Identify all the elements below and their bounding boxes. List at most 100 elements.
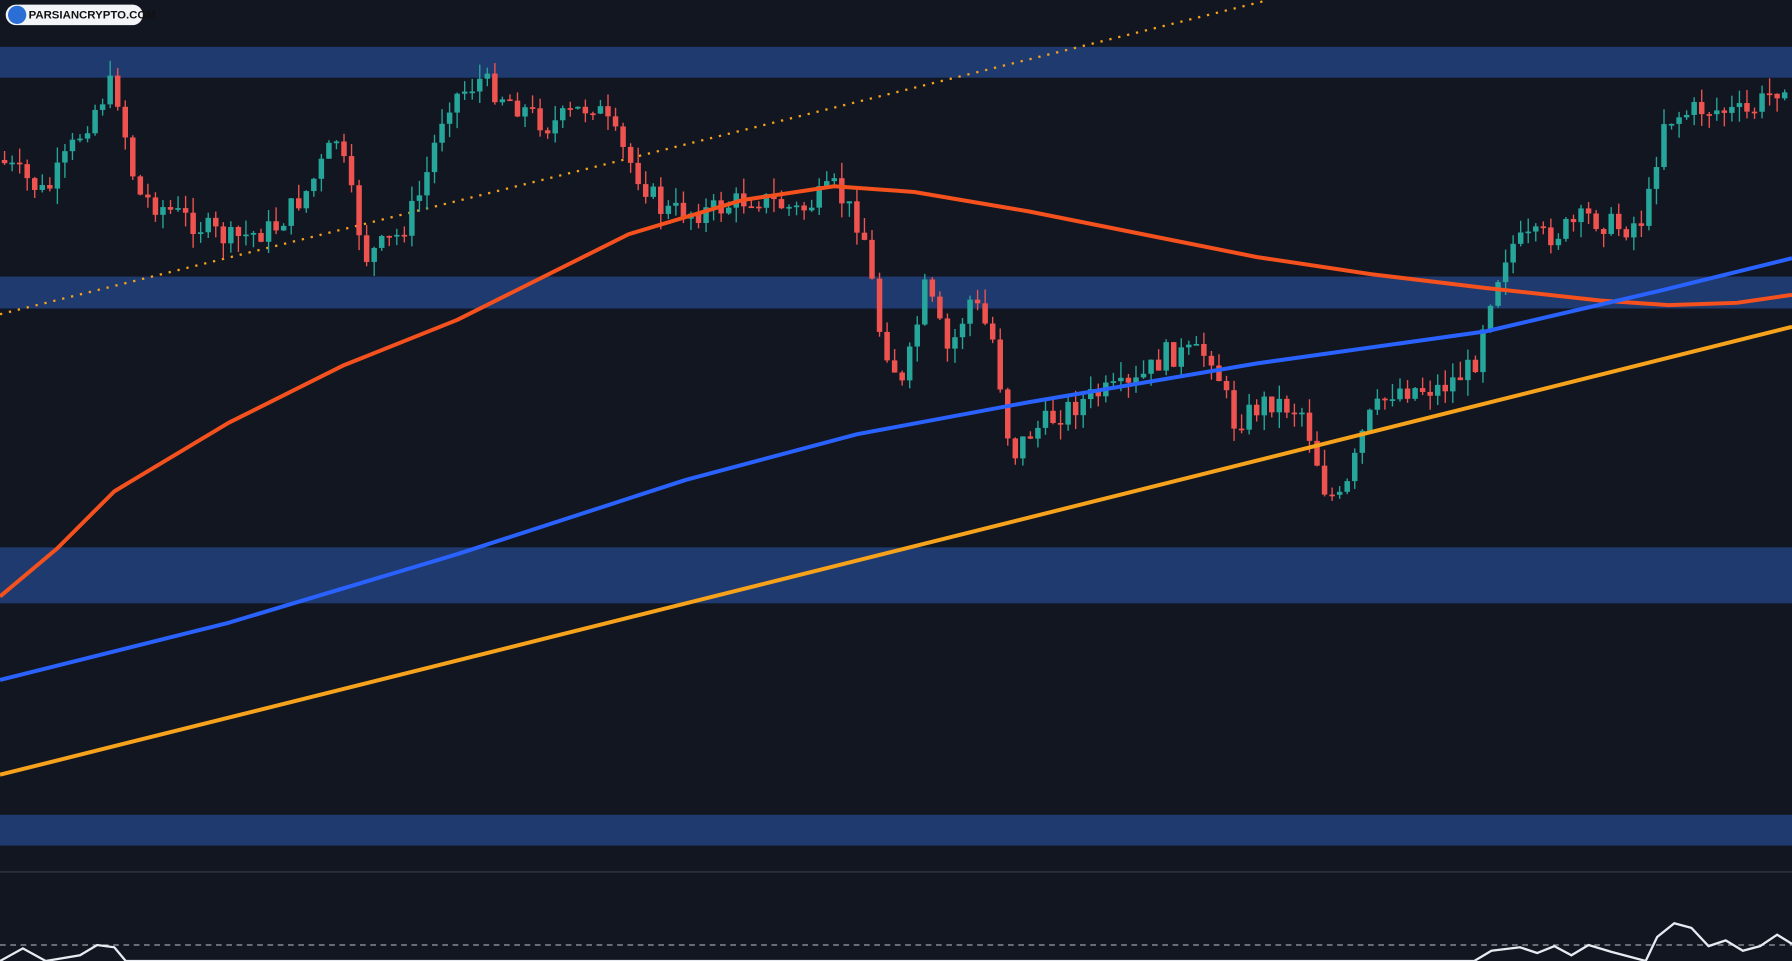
candle-body	[1631, 223, 1637, 238]
candle-body	[1668, 123, 1675, 126]
candle-body	[220, 226, 227, 244]
candle-body	[552, 120, 558, 134]
candle-body	[371, 247, 377, 262]
zone	[0, 276, 1792, 309]
candle-body	[1404, 388, 1411, 399]
candle-body	[1525, 231, 1531, 234]
candle-body	[1661, 124, 1667, 168]
candle-body	[137, 176, 144, 195]
candle-body	[1291, 412, 1298, 415]
candle-body	[378, 235, 385, 248]
candle-body	[514, 100, 521, 117]
trendline	[0, 324, 1792, 777]
watermark: PARSIANCRYPTO.COM	[5, 4, 156, 26]
candle-body	[967, 299, 973, 324]
candle-body	[1155, 359, 1162, 371]
candle-body	[190, 212, 196, 235]
candle-body	[1480, 329, 1486, 373]
candle-body	[1269, 396, 1275, 413]
candle-body	[1133, 377, 1139, 383]
candle-body	[130, 137, 136, 177]
candle-body	[748, 206, 755, 209]
candle-body	[1653, 167, 1660, 189]
candle-body	[1065, 401, 1071, 425]
candle-body	[1517, 232, 1524, 244]
candle-body	[1510, 243, 1516, 263]
candle-body	[989, 323, 996, 340]
candle-body	[409, 200, 415, 236]
candle-body	[1374, 398, 1381, 410]
candle-body	[1201, 343, 1207, 356]
candle-body	[1766, 93, 1773, 96]
candle-body	[1638, 223, 1645, 226]
candle-body	[492, 73, 498, 103]
candle-body	[1027, 436, 1034, 439]
candle-body	[1646, 188, 1652, 226]
candle-body	[213, 217, 219, 227]
candle-body	[273, 221, 279, 231]
candle-body	[605, 106, 611, 117]
candle-body	[507, 99, 513, 102]
candle-body	[99, 104, 106, 110]
candle-body	[484, 73, 491, 79]
watermark-badge	[5, 4, 143, 26]
candle-body	[1035, 427, 1041, 439]
candle-body	[1759, 93, 1765, 112]
candle-body	[1382, 398, 1388, 401]
candle-body	[1216, 365, 1222, 382]
candle-body	[348, 156, 355, 186]
candle-body	[922, 279, 928, 325]
candle-body	[1095, 389, 1102, 397]
candle-body	[1020, 436, 1026, 459]
candle-body	[77, 138, 83, 141]
candle-body	[1359, 430, 1366, 453]
candle-body	[341, 141, 347, 157]
candle-body	[1208, 355, 1215, 366]
candle-body	[1253, 404, 1260, 416]
candle-body	[1, 159, 8, 164]
candle-body	[529, 107, 536, 109]
candle-body	[1238, 428, 1245, 431]
candle-body	[635, 162, 641, 185]
candle-body	[1223, 381, 1230, 391]
candle-body	[906, 346, 913, 381]
candle-body	[92, 109, 98, 134]
candle-body	[1367, 409, 1373, 431]
candle-body	[590, 113, 596, 116]
watermark-text: PARSIANCRYPTO.COM	[29, 9, 156, 21]
candle-body	[891, 360, 898, 373]
candle-body	[673, 202, 679, 206]
candle-body	[265, 221, 272, 242]
candle-body	[884, 331, 890, 361]
candle-body	[839, 178, 845, 204]
candle-body	[703, 207, 709, 224]
candle-body	[167, 207, 174, 210]
candle-body	[296, 198, 302, 209]
candle-body	[1706, 114, 1712, 116]
candle-body	[642, 184, 649, 197]
candle-body	[1193, 343, 1200, 346]
candle-body	[854, 201, 860, 233]
candle-body	[1608, 213, 1614, 235]
moving-average-blue	[0, 256, 1792, 682]
candle-body	[386, 235, 392, 238]
candle-body	[1593, 213, 1599, 230]
candle-body	[401, 234, 408, 237]
candle-body	[1299, 412, 1305, 415]
candle-body	[1140, 373, 1147, 378]
candle-body	[1344, 481, 1350, 492]
candle-body	[1616, 213, 1622, 230]
candle-body	[1781, 92, 1788, 99]
candle-body	[1714, 110, 1720, 115]
candle-body	[9, 162, 15, 165]
candle-body	[1434, 384, 1441, 396]
candle-body	[937, 296, 943, 319]
candle-body	[952, 337, 958, 349]
candle-body	[1623, 229, 1630, 238]
candle-body	[982, 303, 988, 324]
candle-body	[1389, 399, 1396, 401]
candle-body	[959, 323, 966, 338]
candle-body	[454, 93, 460, 113]
candle-body	[326, 142, 332, 159]
